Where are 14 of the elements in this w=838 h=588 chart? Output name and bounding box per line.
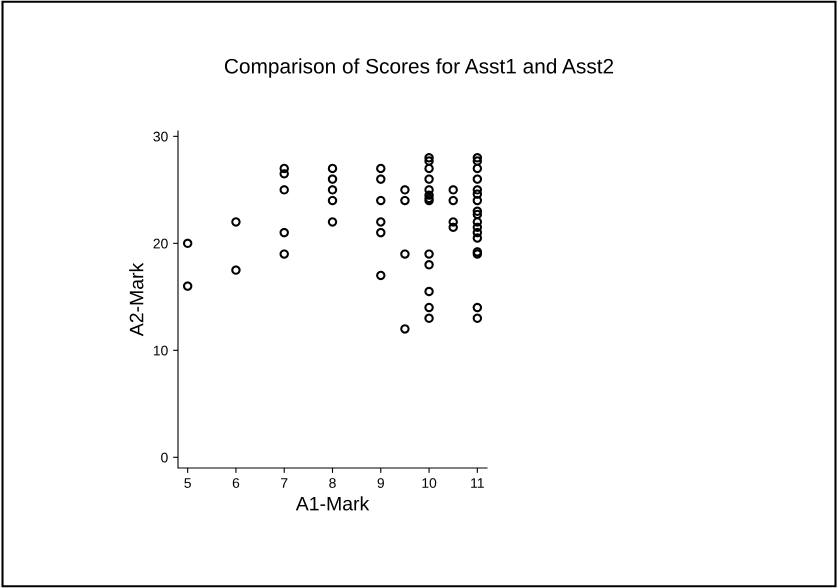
x-tick-label: 7 bbox=[281, 478, 288, 488]
y-axis-title: A2-Mark bbox=[129, 262, 144, 336]
x-tick-label: 11 bbox=[471, 478, 484, 488]
x-tick-label: 9 bbox=[378, 478, 384, 488]
y-tick-label: 30 bbox=[153, 132, 168, 142]
y-tick-label: 10 bbox=[154, 346, 168, 356]
chart-title: Comparison of Scores for Asst1 and Asst2 bbox=[224, 58, 614, 78]
x-tick-label: 5 bbox=[184, 478, 191, 488]
x-tick-label: 8 bbox=[329, 478, 336, 488]
x-tick-label: 10 bbox=[422, 478, 436, 488]
y-tick-label: 20 bbox=[154, 238, 168, 249]
x-tick-label: 6 bbox=[232, 478, 240, 488]
x-axis-title: A1-Mark bbox=[296, 496, 370, 511]
y-tick-label: 0 bbox=[161, 452, 168, 462]
